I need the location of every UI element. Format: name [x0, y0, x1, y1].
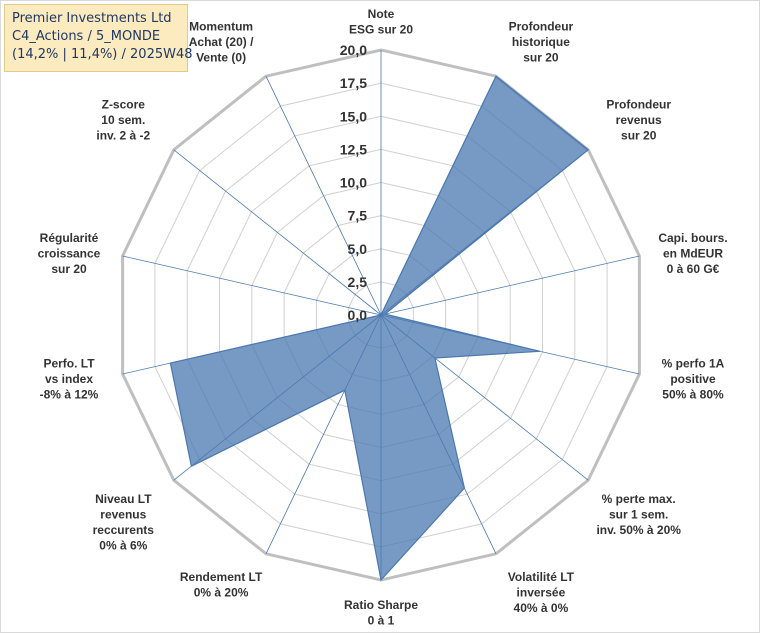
axis-label-4: % perfo 1A positive 50% à 80% — [662, 356, 725, 401]
axis-label-7: Ratio Sharpe 0 à 1 — [344, 598, 418, 628]
axis-label-5: % perte max. sur 1 sem. inv. 50% à 20% — [596, 492, 681, 537]
tick-label: 12,5 — [340, 141, 367, 157]
axis-label-8: Rendement LT 0% à 20% — [180, 570, 263, 600]
axis-label-12: Z-score 10 sem. inv. 2 à -2 — [96, 97, 150, 142]
spoke-11 — [122, 255, 382, 316]
series-layer — [169, 75, 590, 582]
axis-label-layer: Note ESG sur 20 Profondeur historique sur 20… — [38, 7, 728, 628]
tick-label: 5,0 — [348, 241, 368, 257]
tick-label: 20,0 — [340, 42, 367, 58]
axis-label-3: Capi. bours. en MdEUR 0 à 60 G€ — [658, 231, 727, 276]
spoke-13 — [265, 76, 382, 316]
axis-label-0: Note ESG sur 20 — [349, 7, 413, 37]
tick-label: 0,0 — [348, 307, 368, 323]
info-box: Premier Investments Ltd C4_Actions / 5_M… — [4, 4, 193, 72]
axis-label-9: Niveau LT revenus reccurents 0% à 6% — [93, 492, 155, 553]
axis-label-10: Perfo. LT vs index -8% à 12% — [40, 356, 99, 401]
tick-label: 15,0 — [340, 108, 367, 124]
tick-layer: 0,0 2,5 5,0 7,5 10,0 12,5 15,0 17,5 20,0 — [340, 42, 367, 323]
axis-label-6: Volatilité LT inversée 40% à 0% — [508, 570, 575, 615]
series-area — [169, 75, 590, 582]
axis-label-1: Profondeur historique sur 20 — [509, 19, 574, 64]
axis-label-13: Momentum Achat (20) / Vente (0) — [189, 19, 254, 64]
axis-label-2: Profondeur revenus sur 20 — [606, 97, 671, 142]
spoke-3 — [380, 255, 640, 316]
tick-label: 2,5 — [348, 274, 368, 290]
tick-label: 7,5 — [348, 208, 368, 224]
spoke-12 — [173, 149, 382, 316]
axis-label-11: Régularité croissance sur 20 — [38, 231, 101, 276]
tick-label: 10,0 — [340, 175, 367, 191]
category-label: C4_Actions / 5_MONDE — [12, 29, 161, 44]
tick-label: 17,5 — [340, 75, 367, 91]
summary-label: (14,2% | 11,4%) / 2025W48 — [12, 47, 193, 62]
company-name: Premier Investments Ltd — [12, 11, 172, 26]
